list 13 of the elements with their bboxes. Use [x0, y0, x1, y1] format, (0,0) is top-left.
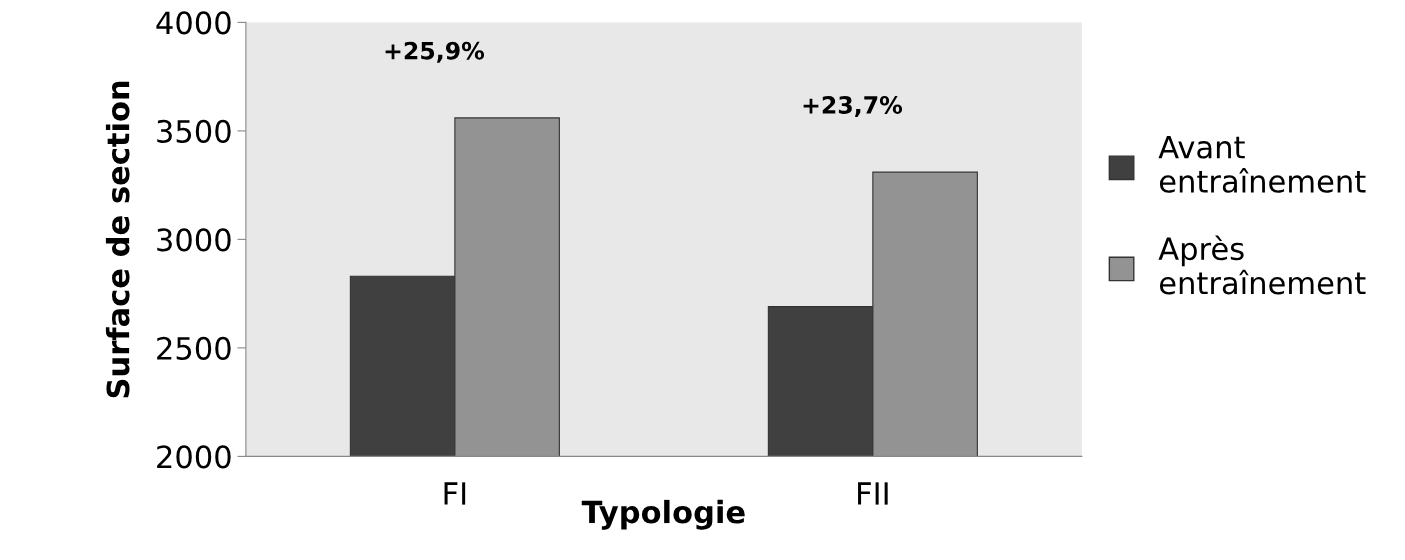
- y-tick-label: 3000: [157, 228, 231, 252]
- x-tick-label: FII: [858, 482, 888, 505]
- y-tick-label: 2500: [157, 336, 231, 360]
- legend-label: Après entraînement: [1158, 235, 1366, 295]
- y-axis-title: Surface de section: [105, 81, 130, 398]
- annotation: +23,7%: [803, 96, 903, 117]
- x-tick-label: FI: [444, 482, 466, 505]
- y-tick-label: 3500: [157, 119, 231, 143]
- y-tick-label: 2000: [157, 445, 231, 469]
- y-tick-label: 4000: [156, 11, 231, 35]
- annotation: +25,9%: [385, 41, 485, 63]
- x-axis-title: Typologie: [581, 499, 745, 530]
- legend-label: Avant entraînement: [1158, 135, 1366, 193]
